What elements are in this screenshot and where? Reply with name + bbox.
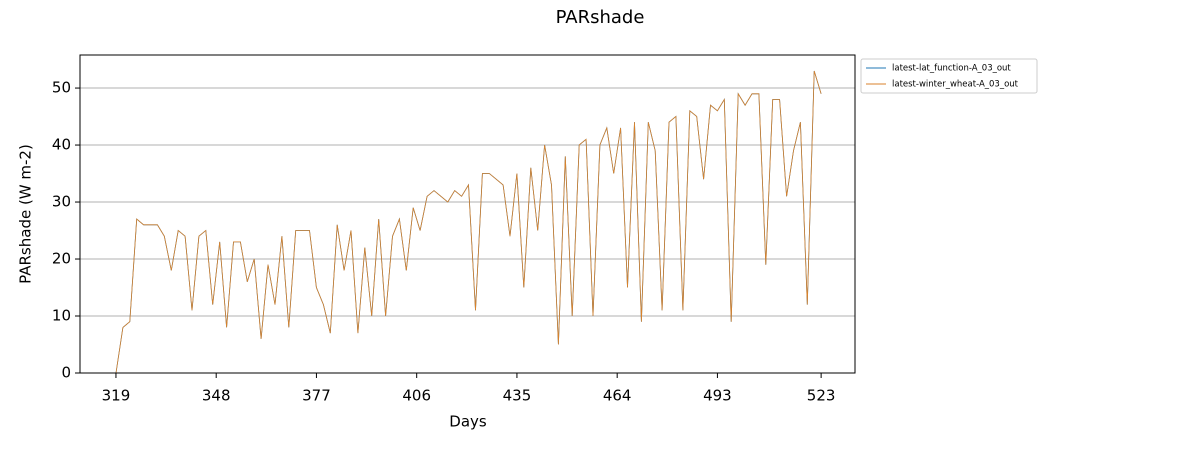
x-tick-label: 348 [202, 387, 231, 405]
series-line [115, 70, 822, 374]
y-tick-label: 10 [52, 307, 71, 325]
x-tick-label: 435 [503, 387, 532, 405]
x-axis-label: Days [449, 413, 487, 431]
x-tick-label: 406 [402, 387, 431, 405]
y-tick-label: 50 [52, 79, 71, 97]
y-axis-label: PARshade (W m-2) [17, 144, 35, 284]
x-tick-label: 523 [807, 387, 836, 405]
y-tick-label: 20 [52, 250, 71, 268]
legend-box [860, 58, 1038, 94]
legend-label: latest-lat_function-A_03_out [892, 64, 1011, 74]
plot-frame [79, 54, 856, 374]
legend-label: latest-winter_wheat-A_03_out [892, 80, 1019, 90]
x-tick-label: 464 [603, 387, 632, 405]
x-tick-label: 493 [703, 387, 732, 405]
series-line [115, 70, 822, 374]
y-tick-label: 40 [52, 136, 71, 154]
y-tick-label: 30 [52, 193, 71, 211]
x-tick-label: 319 [102, 387, 131, 405]
chart-title: PARshade [556, 7, 645, 28]
y-tick-label: 0 [61, 364, 71, 382]
x-tick-label: 377 [302, 387, 331, 405]
